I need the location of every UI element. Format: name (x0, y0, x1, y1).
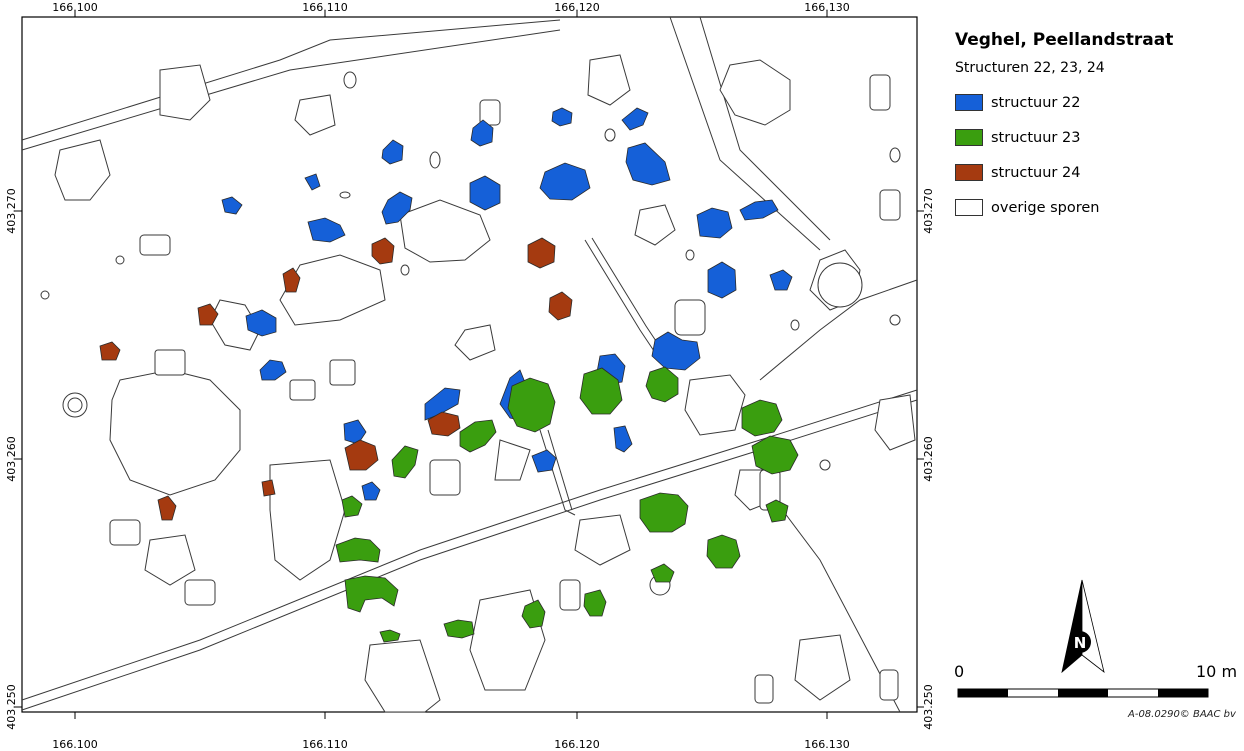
x-tick-top-2: 166.110 (302, 1, 348, 14)
y-tick-left-1: 403.270 (5, 188, 18, 234)
legend-subtitle: Structuren 22, 23, 24 (955, 60, 1105, 76)
legend-item-overige-sporen: overige sporen (955, 190, 1235, 225)
y-tick-right-1: 403.270 (922, 188, 935, 234)
y-tick-right-2: 403.260 (922, 436, 935, 482)
legend-item-structuur-22: structuur 22 (955, 85, 1235, 120)
legend: Veghel, Peellandstraat Structuren 22, 23… (955, 30, 1235, 225)
x-tick-bottom-3: 166.120 (554, 738, 600, 751)
x-tick-bottom-2: 166.110 (302, 738, 348, 751)
legend-item-label: structuur 23 (991, 129, 1081, 146)
credit-text: A-08.0290© BAAC bv (1128, 709, 1236, 720)
legend-item-label: overige sporen (991, 199, 1100, 216)
structuur-24-features (99, 237, 573, 521)
coordinate-ticks (15, 10, 924, 719)
north-arrow-label: N (1074, 634, 1087, 652)
legend-title: Veghel, Peellandstraat (955, 30, 1174, 50)
legend-item-label: structuur 22 (991, 94, 1081, 111)
x-tick-top-4: 166.130 (804, 1, 850, 14)
y-tick-right-3: 403.250 (922, 684, 935, 730)
scale-start-label: 0 (954, 662, 965, 681)
scale-bar (957, 688, 1209, 698)
structuur-23-features (335, 366, 799, 643)
blue-swatch-icon (955, 94, 983, 111)
x-tick-bottom-4: 166.130 (804, 738, 850, 751)
north-arrow: N (1061, 579, 1105, 674)
white-swatch-icon (955, 199, 983, 216)
y-tick-left-3: 403.250 (5, 684, 18, 730)
other-features (40, 54, 916, 713)
legend-item-structuur-24: structuur 24 (955, 155, 1235, 190)
scale-end-label: 10 m (1196, 662, 1238, 681)
x-tick-top-1: 166.100 (52, 1, 98, 14)
legend-item-label: structuur 24 (991, 164, 1081, 181)
x-tick-bottom-1: 166.100 (52, 738, 98, 751)
x-tick-top-3: 166.120 (554, 1, 600, 14)
map-content (21, 16, 918, 713)
legend-item-structuur-23: structuur 23 (955, 120, 1235, 155)
y-tick-left-2: 403.260 (5, 436, 18, 482)
green-swatch-icon (955, 129, 983, 146)
brown-swatch-icon (955, 164, 983, 181)
